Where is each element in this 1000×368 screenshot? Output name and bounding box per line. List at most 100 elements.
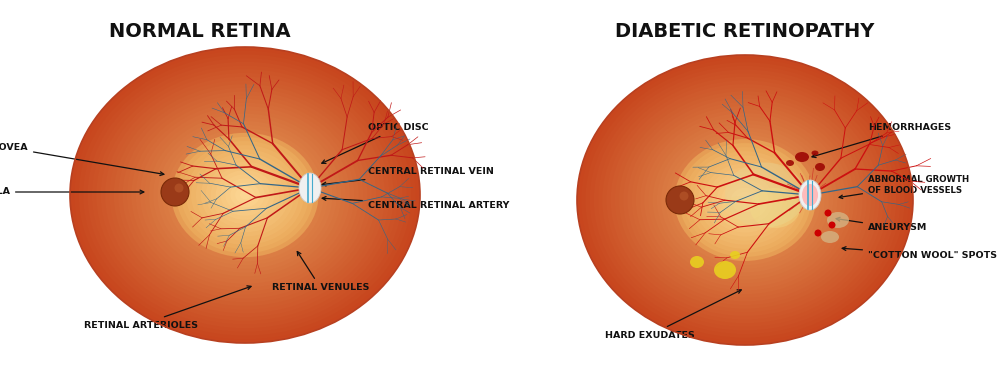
Ellipse shape xyxy=(235,187,255,203)
Ellipse shape xyxy=(623,95,867,305)
Ellipse shape xyxy=(74,51,416,339)
Ellipse shape xyxy=(192,151,298,240)
Ellipse shape xyxy=(240,191,250,199)
Ellipse shape xyxy=(136,103,354,287)
Ellipse shape xyxy=(737,193,753,207)
Ellipse shape xyxy=(228,180,262,210)
Ellipse shape xyxy=(712,171,778,229)
Ellipse shape xyxy=(197,154,293,236)
Ellipse shape xyxy=(153,117,337,273)
Ellipse shape xyxy=(703,163,787,237)
Text: HARD EXUDATES: HARD EXUDATES xyxy=(605,290,741,340)
Ellipse shape xyxy=(211,166,279,224)
Ellipse shape xyxy=(678,142,812,258)
Ellipse shape xyxy=(109,80,381,310)
Text: "COTTON WOOL" SPOTS: "COTTON WOOL" SPOTS xyxy=(842,247,997,259)
Ellipse shape xyxy=(728,185,762,215)
Ellipse shape xyxy=(750,188,800,228)
Ellipse shape xyxy=(707,167,783,233)
Ellipse shape xyxy=(186,145,304,245)
Ellipse shape xyxy=(725,163,805,227)
Ellipse shape xyxy=(684,147,806,253)
Ellipse shape xyxy=(686,149,804,251)
Ellipse shape xyxy=(732,189,758,211)
Ellipse shape xyxy=(679,143,811,257)
Ellipse shape xyxy=(70,47,420,343)
Ellipse shape xyxy=(619,91,871,309)
Ellipse shape xyxy=(216,170,274,220)
Ellipse shape xyxy=(122,91,368,298)
Ellipse shape xyxy=(632,102,858,298)
Ellipse shape xyxy=(740,196,750,204)
Ellipse shape xyxy=(657,124,833,276)
Ellipse shape xyxy=(127,95,363,295)
Ellipse shape xyxy=(88,62,402,328)
Ellipse shape xyxy=(611,84,879,316)
Text: FOVEA: FOVEA xyxy=(0,144,164,176)
Text: RETINAL ARTERIOLES: RETINAL ARTERIOLES xyxy=(84,286,251,329)
Ellipse shape xyxy=(181,141,309,249)
Ellipse shape xyxy=(206,162,284,228)
Ellipse shape xyxy=(695,156,795,244)
Text: HEMORRHAGES: HEMORRHAGES xyxy=(812,124,951,158)
Ellipse shape xyxy=(665,131,825,269)
Ellipse shape xyxy=(699,160,791,240)
Ellipse shape xyxy=(661,127,829,272)
Ellipse shape xyxy=(594,70,896,330)
Ellipse shape xyxy=(736,192,754,208)
Ellipse shape xyxy=(674,139,816,261)
Ellipse shape xyxy=(720,196,760,228)
Ellipse shape xyxy=(188,147,302,243)
Ellipse shape xyxy=(726,184,764,216)
Ellipse shape xyxy=(730,251,740,259)
Ellipse shape xyxy=(666,186,694,214)
Ellipse shape xyxy=(158,121,332,269)
Ellipse shape xyxy=(241,191,249,199)
Ellipse shape xyxy=(232,184,258,206)
Ellipse shape xyxy=(223,177,267,213)
Text: NORMAL RETINA: NORMAL RETINA xyxy=(109,22,291,41)
Ellipse shape xyxy=(627,99,863,301)
Ellipse shape xyxy=(577,55,913,345)
Ellipse shape xyxy=(105,77,385,314)
Ellipse shape xyxy=(171,132,319,258)
Ellipse shape xyxy=(236,188,254,202)
Ellipse shape xyxy=(225,178,265,212)
Ellipse shape xyxy=(821,231,839,243)
Ellipse shape xyxy=(184,143,306,247)
Ellipse shape xyxy=(827,212,849,228)
Ellipse shape xyxy=(179,139,311,251)
Text: OPTIC DISC: OPTIC DISC xyxy=(322,124,429,163)
Ellipse shape xyxy=(707,167,783,233)
Ellipse shape xyxy=(210,165,280,224)
Ellipse shape xyxy=(648,117,842,283)
Ellipse shape xyxy=(96,69,394,321)
Ellipse shape xyxy=(118,88,372,302)
Ellipse shape xyxy=(201,158,289,232)
Ellipse shape xyxy=(716,175,774,225)
Ellipse shape xyxy=(615,88,875,312)
Ellipse shape xyxy=(166,128,324,262)
Ellipse shape xyxy=(711,171,779,229)
Ellipse shape xyxy=(795,152,809,162)
Ellipse shape xyxy=(682,146,808,254)
Text: ABNORMAL GROWTH
OF BLOOD VESSELS: ABNORMAL GROWTH OF BLOOD VESSELS xyxy=(839,175,969,198)
Ellipse shape xyxy=(698,159,792,241)
Ellipse shape xyxy=(101,73,389,317)
Ellipse shape xyxy=(161,178,189,206)
Ellipse shape xyxy=(721,180,769,220)
Text: ANEURYSM: ANEURYSM xyxy=(836,217,927,233)
Ellipse shape xyxy=(581,59,909,342)
Ellipse shape xyxy=(598,73,892,327)
Ellipse shape xyxy=(602,77,888,323)
Ellipse shape xyxy=(172,133,318,257)
Ellipse shape xyxy=(206,162,284,228)
Ellipse shape xyxy=(724,182,766,218)
Ellipse shape xyxy=(815,163,825,171)
Ellipse shape xyxy=(162,125,328,265)
Ellipse shape xyxy=(636,106,854,294)
Ellipse shape xyxy=(79,54,411,336)
Ellipse shape xyxy=(731,188,759,212)
Ellipse shape xyxy=(140,106,350,284)
Ellipse shape xyxy=(131,99,359,291)
